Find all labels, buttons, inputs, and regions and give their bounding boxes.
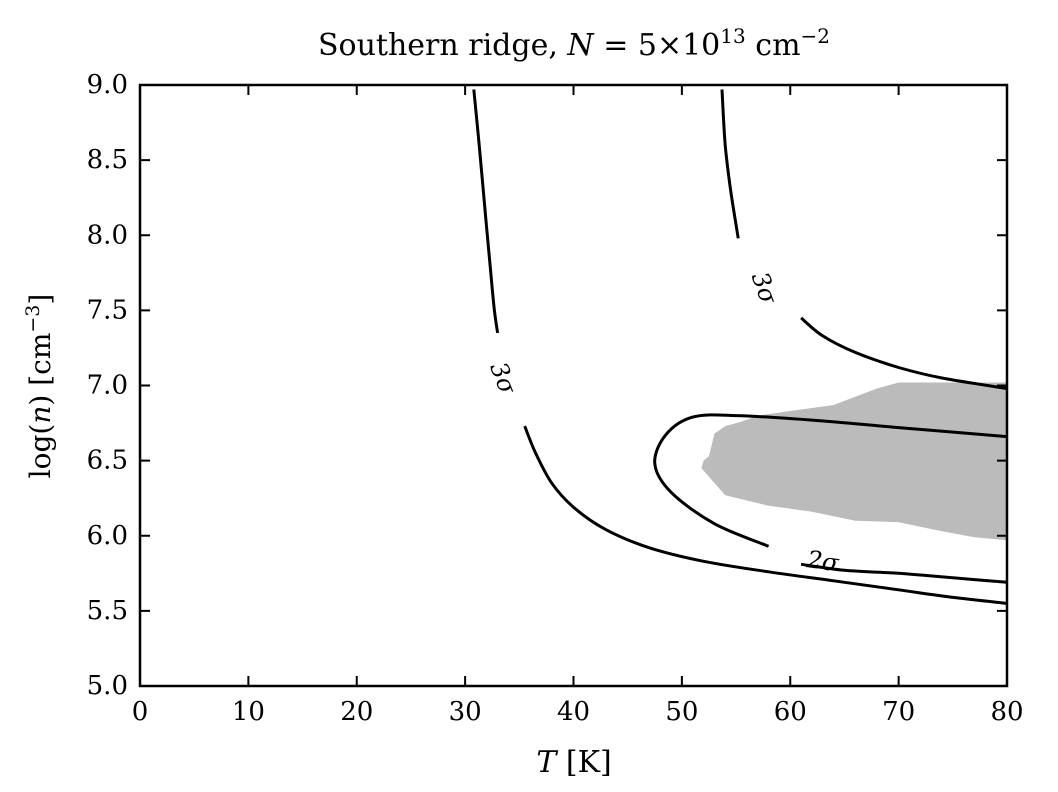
x-tick-label: 0 [132, 697, 149, 727]
x-tick-label: 60 [774, 697, 807, 727]
y-tick-label: 8.5 [87, 145, 128, 175]
y-tick-label: 6.5 [87, 446, 128, 476]
chart-title: Southern ridge, N = 5×1013 cm−2 [318, 24, 830, 63]
y-tick-label: 5.0 [87, 671, 128, 701]
x-tick-label: 70 [882, 697, 915, 727]
contour-3-segment-2 [800, 562, 1008, 584]
y-tick-label: 8.0 [87, 220, 128, 250]
y-tick-label: 6.0 [87, 521, 128, 551]
axis-ticks [139, 84, 1008, 687]
x-tick-label: 20 [340, 697, 373, 727]
plot-layer [472, 89, 1008, 605]
x-tick-label: 10 [232, 697, 265, 727]
contour-2-segment-2 [800, 316, 1008, 390]
y-tick-label: 7.5 [87, 295, 128, 325]
x-axis-label: T [K] [536, 745, 611, 780]
x-tick-label: 50 [665, 697, 698, 727]
contour-label-3: 2σ [804, 545, 841, 577]
shaded-region [701, 382, 1007, 541]
y-tick-label: 9.0 [87, 70, 128, 100]
contour-2-segment-1 [720, 89, 740, 239]
contour-1-segment-1 [472, 89, 500, 334]
y-tick-label: 7.0 [87, 371, 128, 401]
contour-3-segment-1 [653, 413, 1008, 548]
y-axis-label: log(n) [cm−3] [22, 294, 57, 479]
y-tick-label: 5.5 [87, 596, 128, 626]
x-tick-label: 80 [990, 697, 1023, 727]
x-tick-label: 40 [557, 697, 590, 727]
axis-tick-labels: 0 10 20 30 40 50 60 70 80 5.0 5.5 6.0 6.5 7.0 7.5 8.0 8.… [87, 70, 1024, 727]
contour-1-segment-2 [523, 425, 1008, 605]
x-tick-label: 30 [449, 697, 482, 727]
